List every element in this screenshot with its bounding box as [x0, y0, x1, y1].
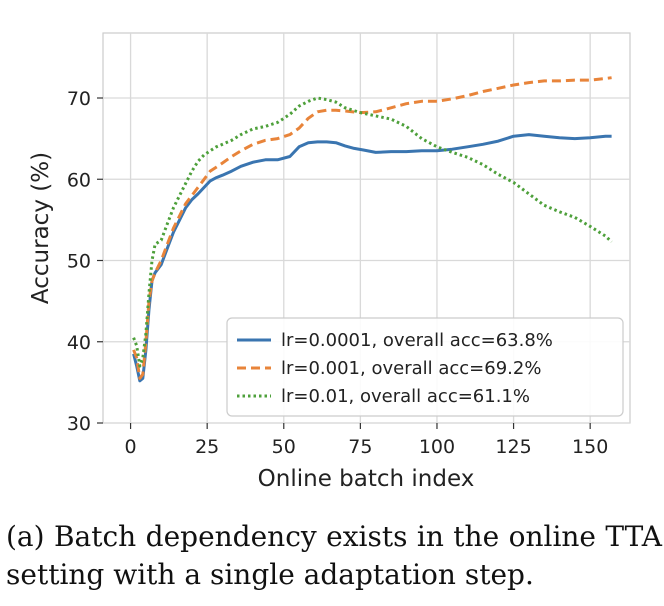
legend-label: lr=0.01, overall acc=61.1% — [281, 386, 530, 407]
series-line-1 — [132, 133, 612, 383]
x-tick-label: 25 — [195, 436, 219, 458]
legend: lr=0.0001, overall acc=63.8% lr=0.001, ov… — [226, 317, 624, 417]
y-tick-label: 60 — [67, 169, 91, 191]
x-tick-label: 125 — [495, 436, 531, 458]
x-tick-label: 50 — [272, 436, 296, 458]
series-lines — [132, 76, 613, 383]
legend-box — [226, 317, 624, 417]
legend-label: lr=0.0001, overall acc=63.8% — [281, 330, 553, 351]
series-line-2 — [132, 76, 612, 380]
y-tick-label: 40 — [67, 332, 91, 354]
legend-label: lr=0.001, overall acc=69.2% — [281, 358, 541, 379]
y-tick-label: 50 — [67, 251, 91, 273]
x-tick-label: 150 — [572, 436, 608, 458]
x-axis-label: Online batch index — [258, 466, 475, 492]
x-tick-label: 0 — [125, 436, 137, 458]
y-tick-label: 30 — [67, 413, 91, 435]
series-line-3 — [132, 96, 613, 368]
y-axis-label: Accuracy (%) — [28, 152, 54, 304]
x-tick-label: 75 — [348, 436, 372, 458]
figure-caption: (a) Batch dependency exists in the onlin… — [6, 520, 662, 591]
accuracy-line-chart: 0 25 50 75 100 125 150 30 40 50 60 70 Online batch … — [28, 32, 631, 492]
tick-labels: 0 25 50 75 100 125 150 30 40 50 60 70 — [67, 88, 608, 458]
y-tick-label: 70 — [67, 88, 91, 110]
x-tick-label: 100 — [419, 436, 455, 458]
